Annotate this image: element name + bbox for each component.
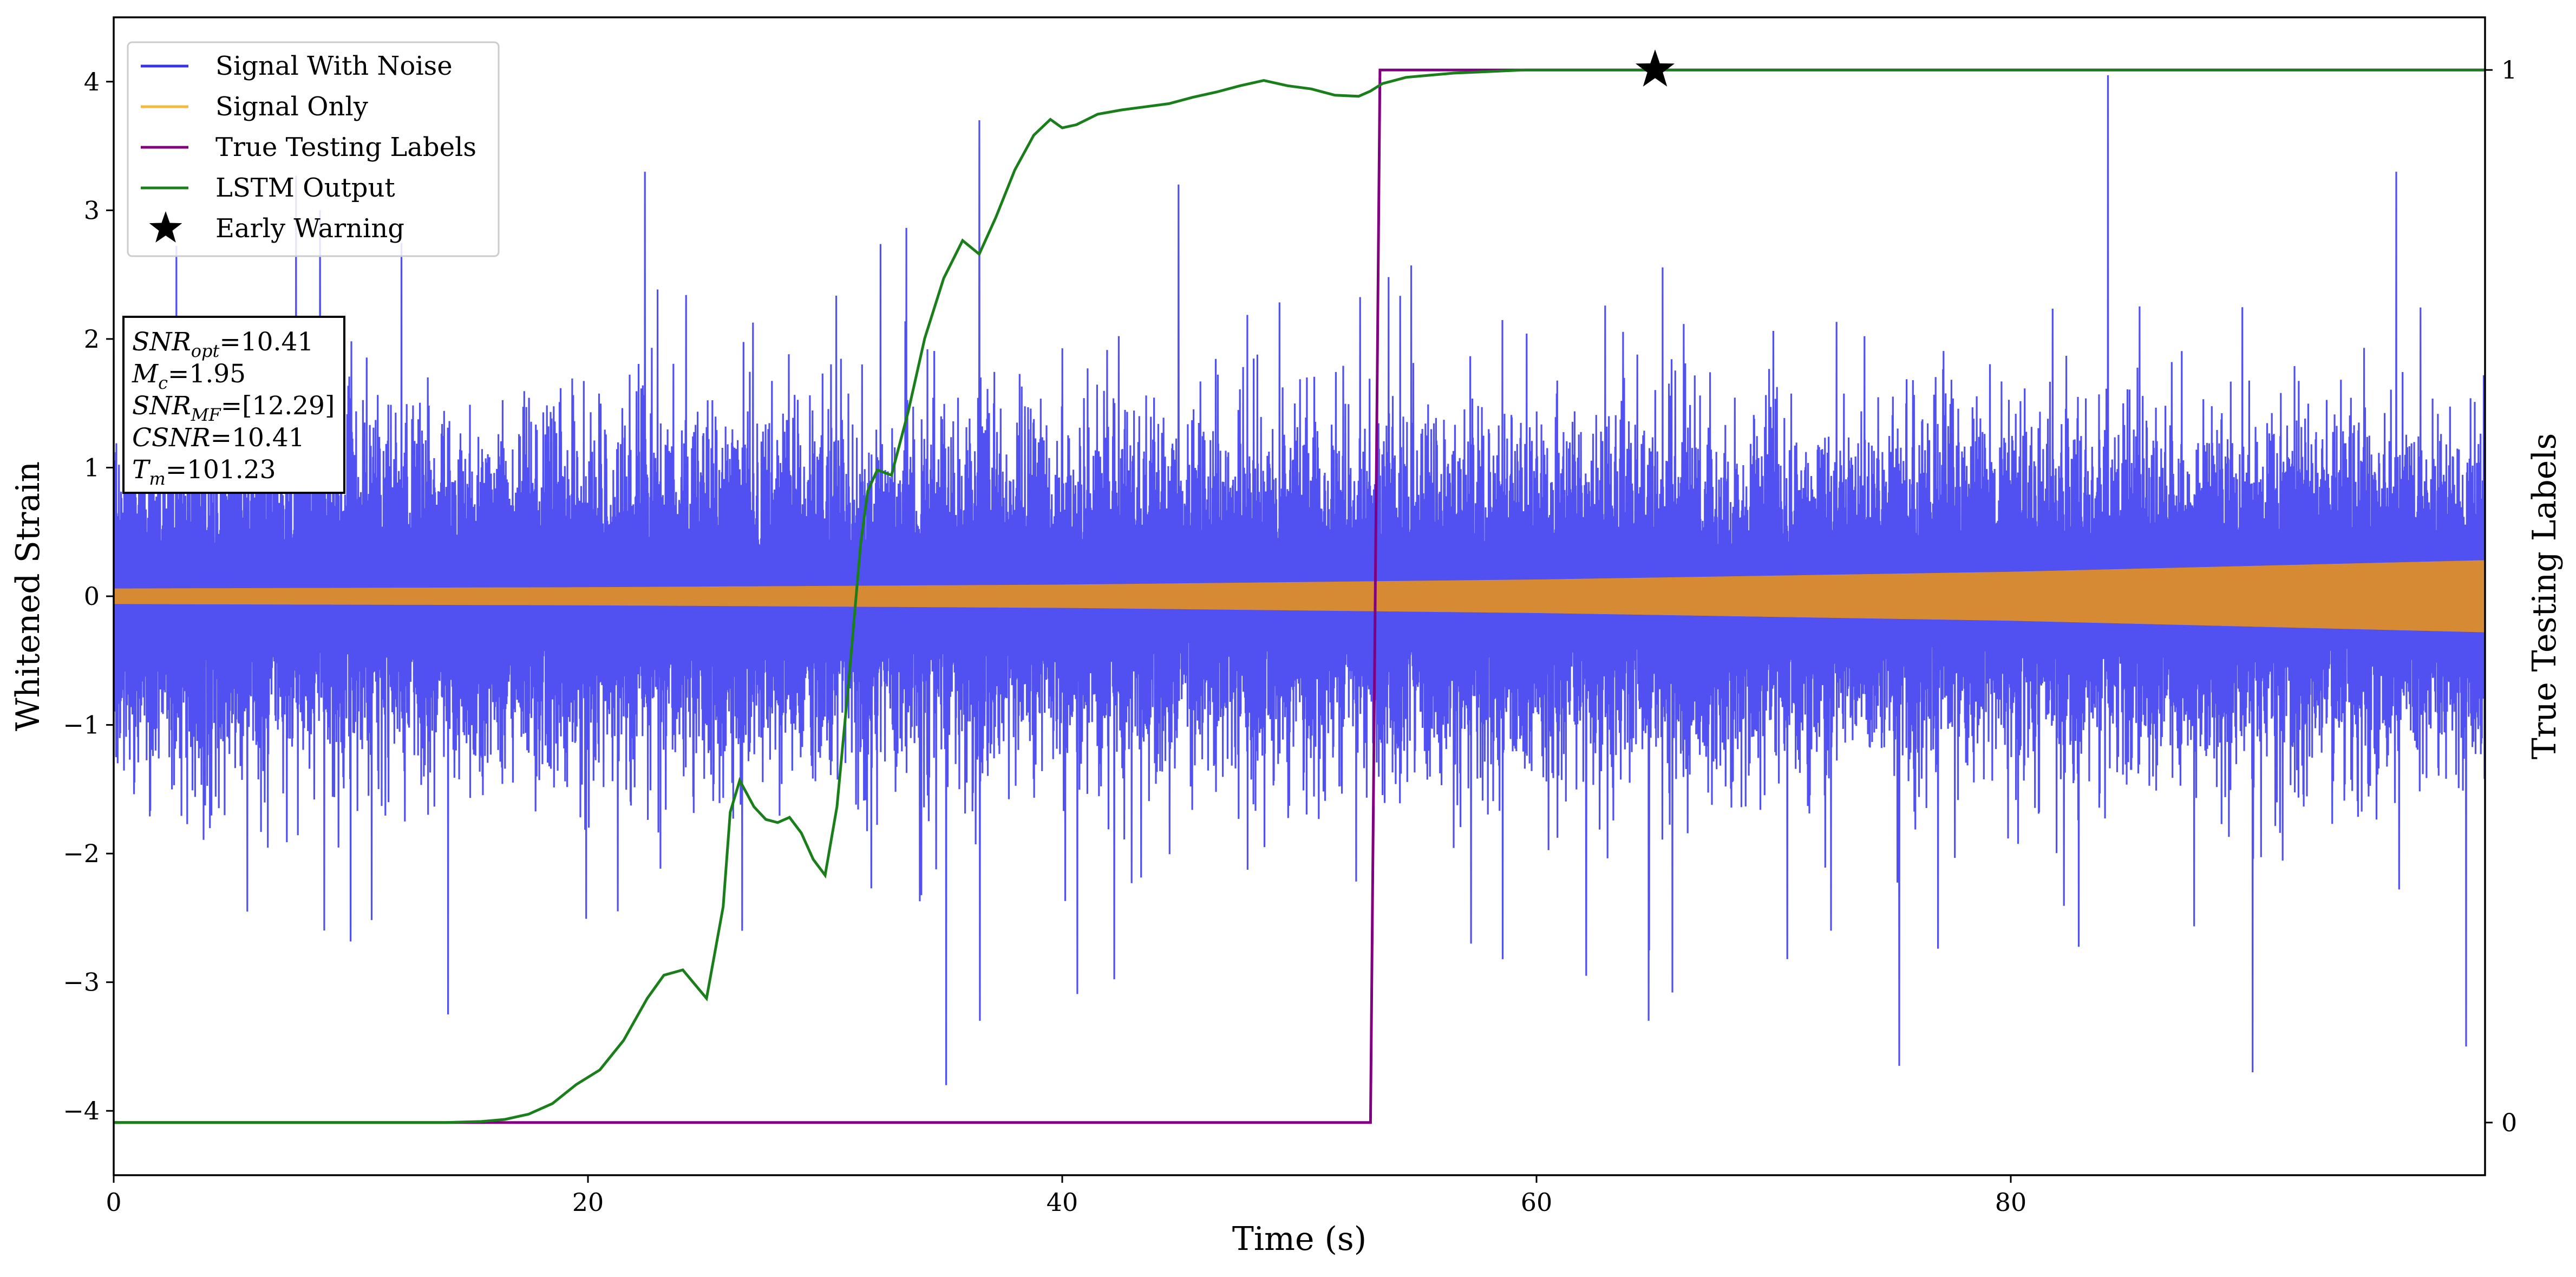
y-tick-label: −3 bbox=[63, 968, 100, 997]
y-tick-label: −1 bbox=[63, 711, 100, 740]
y2-tick-label: 1 bbox=[2501, 55, 2517, 84]
annotation-line: Mc=1.95 bbox=[132, 359, 246, 393]
annotation-symbol: SNR bbox=[132, 327, 191, 357]
legend-item: Early Warning bbox=[149, 211, 404, 244]
annotation-symbol: SNR bbox=[132, 391, 191, 421]
legend-label: LSTM Output bbox=[215, 173, 395, 203]
annotation-line: Tm=101.23 bbox=[132, 455, 276, 489]
signal-with-noise-series bbox=[114, 75, 2485, 1085]
annotation-subscript: m bbox=[149, 468, 165, 489]
early-warning-series bbox=[1635, 49, 1675, 87]
annotation-value: =101.23 bbox=[166, 455, 276, 485]
annotation-value: =1.95 bbox=[168, 359, 246, 389]
annotation-line: SNRMF=[12.29] bbox=[132, 391, 335, 425]
annotation-subscript: c bbox=[158, 373, 168, 393]
y2-axis-label: True Testing Labels bbox=[2526, 433, 2564, 760]
legend-item: Signal With Noise bbox=[141, 51, 453, 81]
legend-star-icon bbox=[149, 211, 182, 243]
y-axis-label: Whitened Strain bbox=[9, 461, 47, 731]
signal-only-line bbox=[114, 560, 2485, 633]
lstm-output-series bbox=[114, 68, 2485, 1124]
signal-with-noise-line bbox=[114, 75, 2485, 1085]
annotation-line: SNRopt=10.41 bbox=[132, 327, 313, 361]
y-tick-label: −4 bbox=[63, 1096, 100, 1125]
legend-label: Early Warning bbox=[215, 213, 404, 244]
y2-tick-label: 0 bbox=[2501, 1108, 2517, 1137]
annotation-value: =10.41 bbox=[211, 423, 305, 453]
x-tick-label: 0 bbox=[106, 1188, 121, 1217]
y-tick-label: 0 bbox=[84, 582, 100, 611]
legend-label: Signal Only bbox=[215, 92, 368, 122]
annotation-subscript: opt bbox=[191, 341, 220, 361]
x-tick-label: 20 bbox=[572, 1188, 604, 1217]
early-warning-star bbox=[1635, 49, 1675, 87]
y-tick-label: 2 bbox=[84, 324, 100, 354]
annotation-symbol: CSNR bbox=[132, 423, 211, 453]
annotation-value: =10.41 bbox=[219, 327, 313, 357]
y-tick-label: −2 bbox=[63, 839, 100, 868]
legend-item: LSTM Output bbox=[141, 173, 395, 203]
lstm-output-line bbox=[114, 68, 2485, 1124]
parameter-annotation-box: SNRopt=10.41Mc=1.95SNRMF=[12.29]CSNR=10.… bbox=[122, 316, 345, 494]
annotation-symbol: T bbox=[132, 455, 151, 485]
x-tick-label: 80 bbox=[1995, 1188, 2027, 1217]
x-tick-label: 40 bbox=[1047, 1188, 1078, 1217]
legend-item: Signal Only bbox=[141, 92, 368, 122]
x-tick-label: 60 bbox=[1521, 1188, 1553, 1217]
annotation-subscript: MF bbox=[191, 405, 222, 425]
legend: Signal With Noise Signal Only True Testing… bbox=[127, 41, 500, 257]
annotation-line: CSNR=10.41 bbox=[132, 423, 305, 453]
y-tick-label: 3 bbox=[84, 196, 100, 225]
legend-box bbox=[127, 41, 500, 257]
y-tick-label: 4 bbox=[84, 67, 100, 96]
legend-item: True Testing Labels bbox=[141, 132, 476, 162]
signal-only-series bbox=[114, 560, 2485, 633]
legend-label: Signal With Noise bbox=[215, 51, 453, 81]
annotation-box bbox=[122, 316, 345, 494]
legend-label: True Testing Labels bbox=[215, 132, 476, 162]
annotation-symbol: M bbox=[132, 359, 159, 389]
x-axis-label: Time (s) bbox=[1232, 1220, 1367, 1258]
y-tick-label: 1 bbox=[84, 453, 100, 482]
annotation-value: =[12.29] bbox=[221, 391, 335, 421]
